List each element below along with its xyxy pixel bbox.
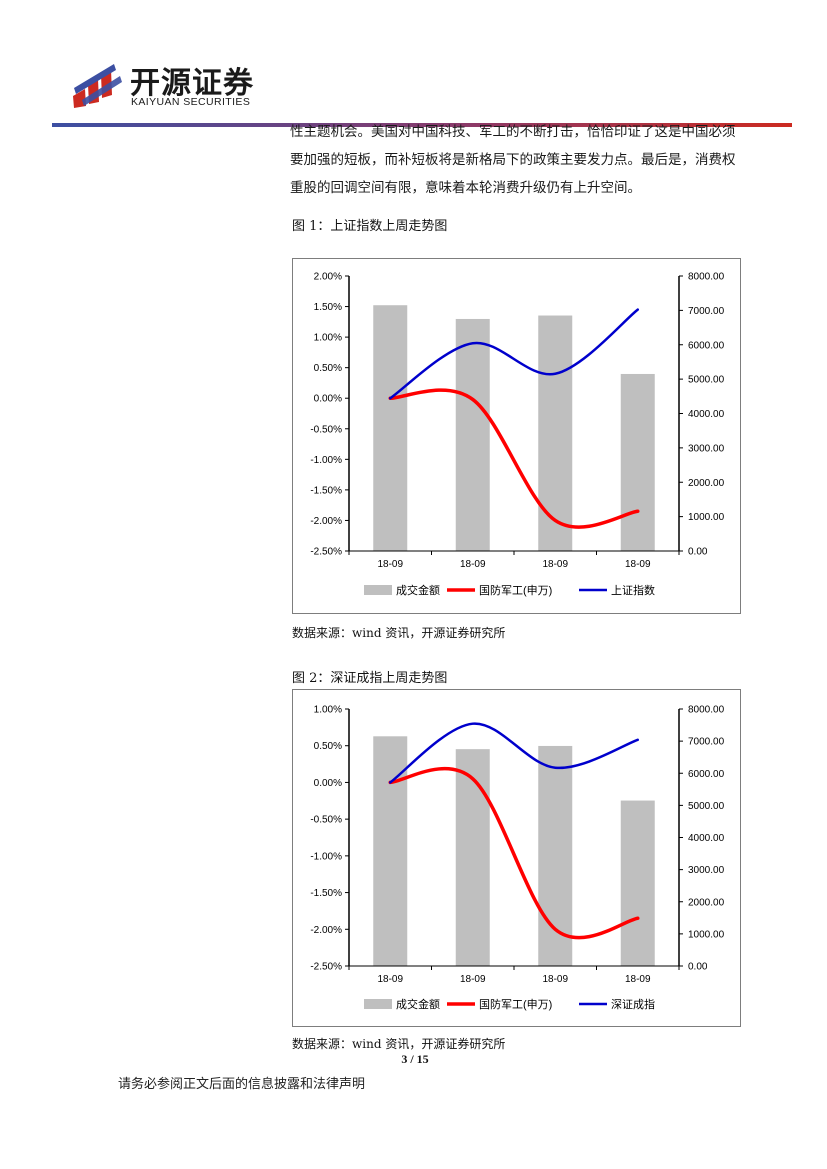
x-tick-label: 18-09 bbox=[625, 974, 651, 985]
chart-2-svg: 1.00% 0.50% 0.00% -0.50% -1.00% -1.50% -2.00% -… bbox=[310, 705, 725, 1012]
kaiyuan-logo-icon bbox=[70, 62, 126, 108]
bar-volume bbox=[620, 373, 655, 551]
figure-2-source: 数据来源：wind 资讯，开源证券研究所 bbox=[292, 1037, 506, 1051]
body-line: 性主题机会。美国对中国科技、军工的不断打击，恰恰印证了这是中国必须 bbox=[290, 124, 736, 140]
figure-2-chart: 1.00% 0.50% 0.00% -0.50% -1.00% -1.50% -2.00% -… bbox=[292, 689, 741, 1027]
right-tick-label: 3000.00 bbox=[688, 865, 725, 876]
figure-1-source: 数据来源：wind 资讯，开源证券研究所 bbox=[292, 626, 506, 640]
right-tick-label: 5000.00 bbox=[688, 375, 725, 386]
left-tick-label: 0.00% bbox=[314, 394, 342, 405]
brand-name-en: KAIYUAN SECURITIES bbox=[131, 96, 251, 108]
left-tick-label: 0.50% bbox=[314, 363, 342, 374]
left-tick-label: -0.50% bbox=[310, 815, 342, 826]
legend-label: 国防军工(申万) bbox=[479, 583, 552, 597]
header-divider bbox=[52, 113, 792, 127]
chart-1-svg: 2.00% 1.50% 1.00% 0.50% 0.00% -0.50% -1.00% -1.… bbox=[310, 272, 725, 598]
right-tick-label: 5000.00 bbox=[688, 801, 725, 812]
figure-2-caption: 图 2：深证成指上周走势图 bbox=[292, 671, 448, 686]
legend-label: 国防军工(申万) bbox=[479, 997, 552, 1011]
legend-swatch bbox=[364, 585, 392, 595]
bar-volume bbox=[455, 749, 490, 966]
x-tick-label: 18-09 bbox=[377, 559, 403, 570]
figure-1-caption: 图 1：上证指数上周走势图 bbox=[292, 219, 448, 234]
right-tick-label: 0.00 bbox=[688, 962, 708, 973]
figure-1-chart: 2.00% 1.50% 1.00% 0.50% 0.00% -0.50% -1.00% -1.… bbox=[292, 258, 741, 614]
right-tick-label: 8000.00 bbox=[688, 272, 725, 283]
left-tick-label: 2.00% bbox=[314, 272, 342, 283]
right-tick-label: 2000.00 bbox=[688, 478, 725, 489]
left-tick-label: -0.50% bbox=[310, 424, 342, 435]
x-tick-label: 18-09 bbox=[377, 974, 403, 985]
series-line bbox=[388, 388, 640, 529]
right-tick-label: 4000.00 bbox=[688, 409, 725, 420]
left-tick-label: -1.50% bbox=[310, 485, 342, 496]
legend-label: 成交金额 bbox=[396, 997, 440, 1011]
right-tick-label: 1000.00 bbox=[688, 929, 725, 940]
legend-label: 成交金额 bbox=[396, 583, 440, 597]
x-tick-label: 18-09 bbox=[460, 974, 486, 985]
left-tick-label: -2.50% bbox=[310, 962, 342, 973]
legend-label: 上证指数 bbox=[611, 583, 655, 597]
right-tick-label: 7000.00 bbox=[688, 737, 725, 748]
right-tick-label: 6000.00 bbox=[688, 769, 725, 780]
left-tick-label: -1.00% bbox=[310, 455, 342, 466]
left-tick-label: -2.00% bbox=[310, 516, 342, 527]
right-tick-label: 1000.00 bbox=[688, 512, 725, 523]
x-tick-label: 18-09 bbox=[625, 559, 651, 570]
series-line bbox=[388, 766, 640, 940]
body-line: 要加强的短板，而补短板将是新格局下的政策主要发力点。最后是，消费权 bbox=[290, 152, 736, 168]
left-tick-label: -1.00% bbox=[310, 851, 342, 862]
bar-volume bbox=[538, 315, 573, 551]
left-tick-label: -2.50% bbox=[310, 547, 342, 558]
right-tick-label: 3000.00 bbox=[688, 443, 725, 454]
footer-disclaimer: 请务必参阅正文后面的信息披露和法律声明 bbox=[118, 1077, 366, 1092]
left-tick-label: -2.00% bbox=[310, 925, 342, 936]
right-tick-label: 8000.00 bbox=[688, 705, 725, 716]
page-number: 3 / 15 bbox=[401, 1052, 429, 1066]
right-tick-label: 2000.00 bbox=[688, 897, 725, 908]
right-tick-label: 7000.00 bbox=[688, 306, 725, 317]
left-tick-label: 1.50% bbox=[314, 302, 342, 313]
x-tick-label: 18-09 bbox=[460, 559, 486, 570]
bar-volume bbox=[620, 800, 655, 966]
x-tick-label: 18-09 bbox=[542, 559, 568, 570]
left-tick-label: -1.50% bbox=[310, 888, 342, 899]
left-tick-label: 0.00% bbox=[314, 778, 342, 789]
bar-volume bbox=[455, 318, 490, 551]
bar-volume bbox=[538, 745, 573, 966]
body-line: 重股的回调空间有限，意味着本轮消费升级仍有上升空间。 bbox=[290, 180, 641, 196]
brand-name-cn: 开源证券 bbox=[130, 66, 254, 101]
body-paragraph: 性主题机会。美国对中国科技、军工的不断打击，恰恰印证了这是中国必须 要加强的短板… bbox=[290, 118, 780, 202]
x-tick-label: 18-09 bbox=[542, 974, 568, 985]
right-tick-label: 6000.00 bbox=[688, 340, 725, 351]
bar-volume bbox=[373, 305, 408, 551]
series-line bbox=[389, 722, 639, 784]
left-tick-label: 1.00% bbox=[314, 705, 342, 716]
right-tick-label: 4000.00 bbox=[688, 833, 725, 844]
legend-label: 深证成指 bbox=[611, 997, 655, 1011]
series-line bbox=[389, 308, 639, 400]
left-tick-label: 0.50% bbox=[314, 741, 342, 752]
right-tick-label: 0.00 bbox=[688, 547, 708, 558]
left-tick-label: 1.00% bbox=[314, 333, 342, 344]
legend-swatch bbox=[364, 999, 392, 1009]
bar-volume bbox=[373, 736, 408, 966]
